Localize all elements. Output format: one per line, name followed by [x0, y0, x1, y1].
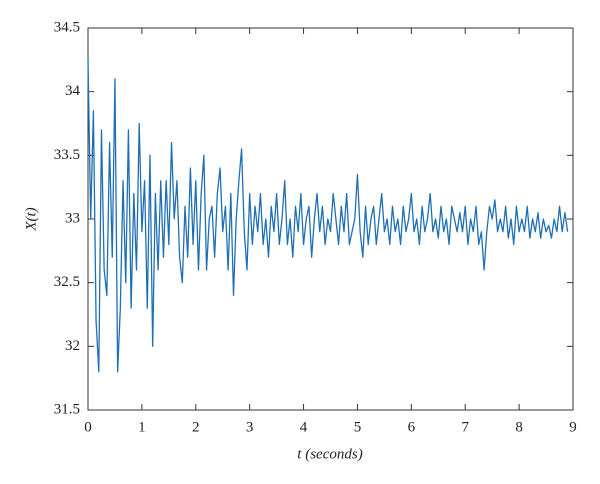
y-tick-label: 31.5: [54, 401, 80, 417]
y-tick-label: 32.5: [54, 274, 80, 290]
data-line: [87, 59, 569, 373]
x-tick-label: 6: [408, 419, 416, 435]
y-axis-label: X(t): [23, 207, 39, 231]
x-tick-label: 2: [192, 419, 200, 435]
y-tick-label: 34.5: [54, 19, 80, 35]
y-tick-label: 32: [65, 338, 80, 354]
y-tick-label: 33.5: [54, 147, 80, 163]
x-tick-label: 0: [84, 419, 92, 435]
x-tick-label: 3: [246, 419, 254, 435]
y-tick-label: 34: [65, 83, 81, 99]
x-tick-label: 1: [138, 419, 146, 435]
x-tick-label: 5: [354, 419, 362, 435]
x-tick-label: 7: [461, 419, 469, 435]
x-tick-label: 9: [569, 419, 577, 435]
x-tick-label: 8: [515, 419, 523, 435]
y-tick-label: 33: [65, 210, 80, 226]
x-axis-label: t (seconds): [297, 446, 362, 462]
x-tick-label: 4: [300, 419, 308, 435]
